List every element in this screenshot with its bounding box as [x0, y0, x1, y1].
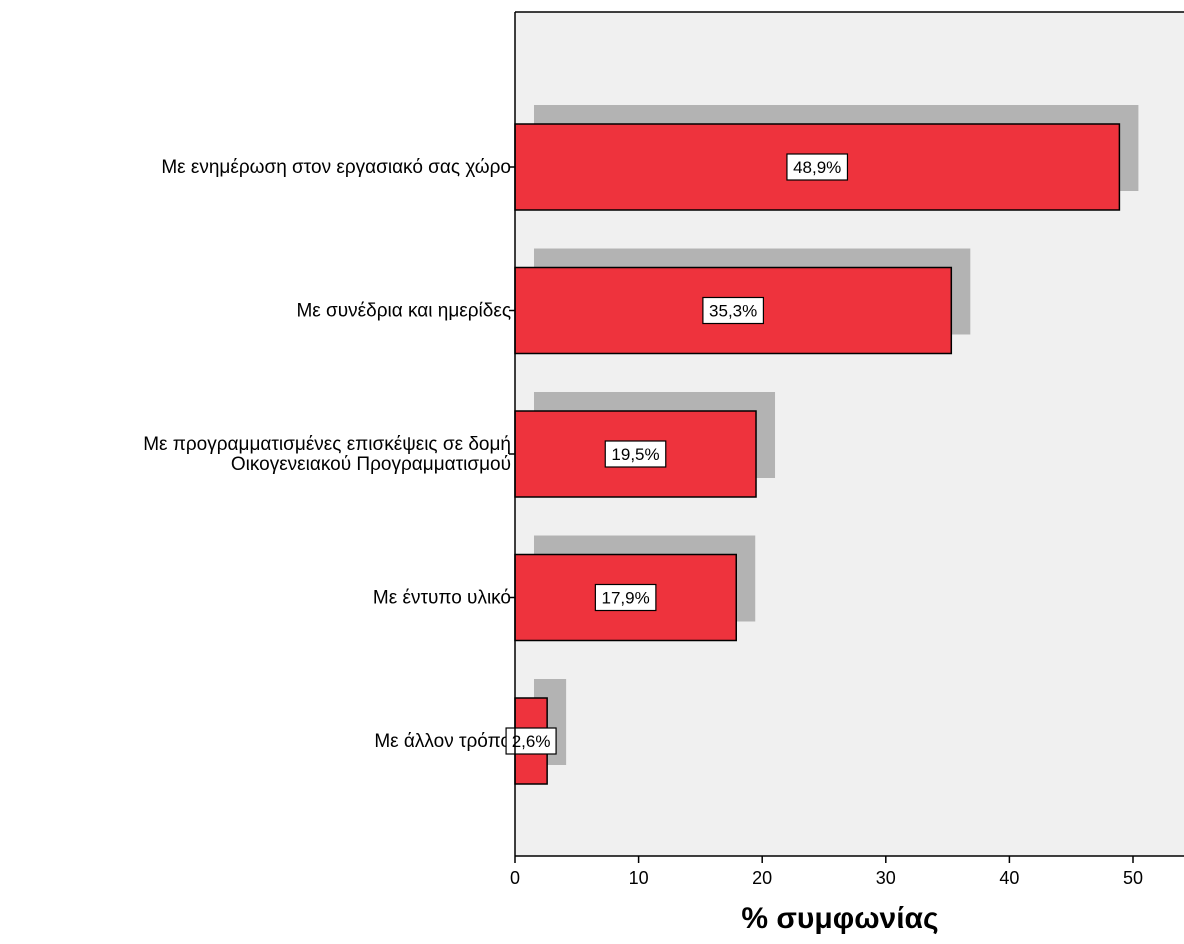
data-label-box — [594, 583, 657, 612]
data-label: 19,5% — [611, 445, 659, 464]
x-tick-label: 40 — [999, 868, 1019, 888]
category-label: Με έντυπο υλικό — [373, 588, 511, 609]
x-tick-label: 20 — [752, 868, 772, 888]
x-axis-title: % συμφωνίας — [741, 902, 938, 935]
category-label: Με προγραμματισμένες επισκέψεις σε δομή — [143, 434, 511, 455]
category-labels: Με ενημέρωση στον εργασιακό σας χώρο Με σ… — [143, 157, 515, 752]
data-label: 2,6% — [512, 732, 551, 751]
axes — [514, 11, 1184, 857]
data-label-box — [786, 153, 849, 181]
x-tick-label: 10 — [629, 868, 649, 888]
x-tick-label: 0 — [510, 868, 520, 888]
x-ticks: 0 10 20 30 40 50 — [510, 856, 1143, 888]
category-label: Με συνέδρια και ημερίδες — [296, 301, 511, 322]
category-label: Με άλλον τρόπο — [374, 731, 511, 752]
data-label: 35,3% — [709, 302, 757, 321]
x-tick-label: 30 — [876, 868, 896, 888]
x-tick-label: 50 — [1123, 868, 1143, 888]
category-label: Οικογενειακού Προγραμματισμού — [231, 454, 511, 475]
data-labels: 48,9% 35,3% 19,5% 17,9% 2,6% — [505, 153, 849, 755]
data-label-box — [604, 440, 667, 468]
data-label-box — [702, 296, 765, 325]
data-label: 48,9% — [793, 158, 841, 177]
data-label: 17,9% — [602, 589, 650, 608]
category-label: Με ενημέρωση στον εργασιακό σας χώρο — [161, 157, 511, 178]
